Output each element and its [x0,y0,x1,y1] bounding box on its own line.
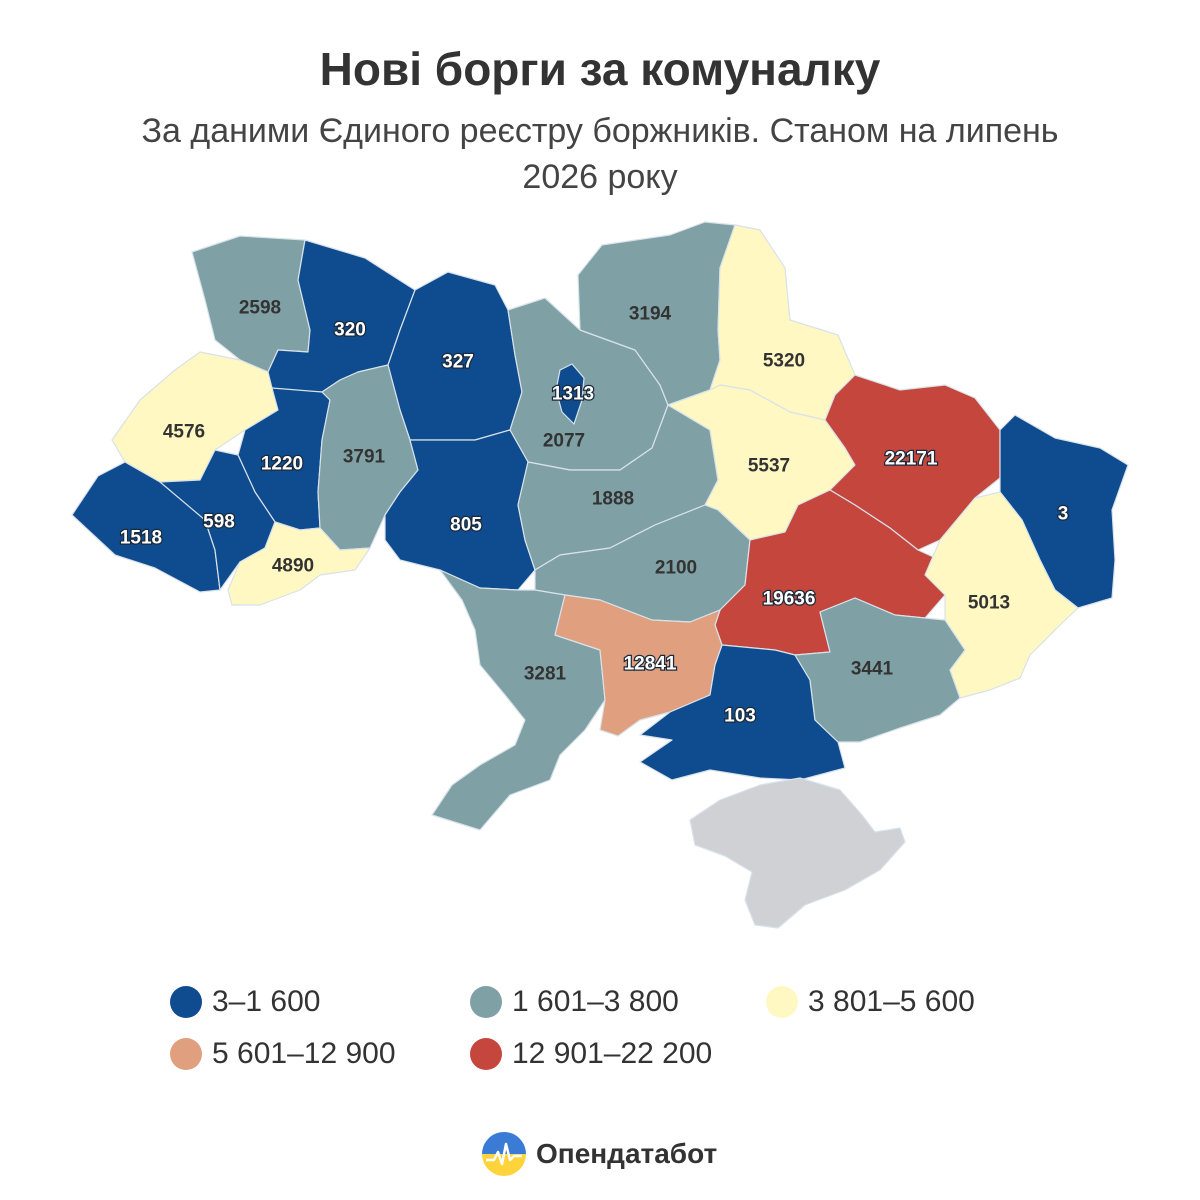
region-kyiv-city[interactable] [555,363,585,425]
legend-item-bin2: 1 601–3 800 [470,985,679,1019]
legend-item-bin3: 3 801–5 600 [766,985,975,1019]
brand-name: Опендатабот [536,1138,718,1169]
region-label-ivano-frankivsk: 598 [203,512,235,533]
region-odesa[interactable] [431,569,606,831]
region-label-kirovohrad: 2100 [655,558,697,579]
region-label-zakarpattia: 1518 [120,528,162,549]
region-label-odesa: 3281 [524,664,567,685]
region-label-volyn: 2598 [239,298,281,319]
legend-label: 5 601–12 900 [212,1037,396,1070]
legend-swatch [170,1038,202,1070]
region-label-luhansk: 3 [1058,504,1069,525]
region-label-vinnytsia: 805 [450,515,482,536]
map-title: Нові борги за комуналку [319,43,881,95]
region-label-zaporizhzhia: 3441 [851,659,894,680]
legend-swatch [470,986,502,1018]
legend-swatch [470,1038,502,1070]
region-chernivtsi[interactable] [227,521,371,606]
region-label-chernivtsi: 4890 [272,556,314,577]
legend-label: 3–1 600 [212,985,321,1018]
region-label-kyiv-oblast: 2077 [543,431,585,452]
region-label-poltava: 5537 [748,456,790,477]
legend-swatch [766,986,798,1018]
brand-footer: Опендатабот [480,1130,717,1178]
legend-label: 1 601–3 800 [512,985,679,1018]
region-label-cherkasy: 1888 [592,489,634,510]
region-label-kharkiv: 22171 [885,449,938,470]
legend-label: 12 901–22 200 [512,1037,713,1070]
region-label-khmelnytskyi: 3791 [343,447,386,468]
legend-item-bin5: 12 901–22 200 [470,1037,712,1071]
legend-swatch [170,986,202,1018]
region-label-rivne: 320 [334,320,366,341]
region-label-lviv: 4576 [163,422,205,443]
legend-label: 3 801–5 600 [808,985,975,1018]
region-zaporizhzhia[interactable] [794,597,966,743]
map-subtitle: За даними Єдиного реєстру боржників. Ста… [141,112,1059,196]
legend-item-bin4: 5 601–12 900 [170,1037,396,1071]
region-label-mykolaiv: 12841 [624,654,677,675]
region-label-kyiv-city: 1313 [552,384,594,405]
region-label-donetsk: 5013 [968,593,1010,614]
opendatabot-logo-icon [482,1132,526,1176]
legend-item-bin1: 3–1 600 [170,985,320,1019]
region-label-sumy: 5320 [763,351,805,372]
region-label-ternopil: 1220 [261,454,303,475]
region-label-zhytomyr: 327 [442,352,474,373]
region-label-kherson: 103 [724,706,756,727]
region-label-chernihiv: 3194 [629,304,672,325]
region-crimea [689,777,906,929]
region-label-dnipropetrovsk: 19636 [763,589,816,610]
